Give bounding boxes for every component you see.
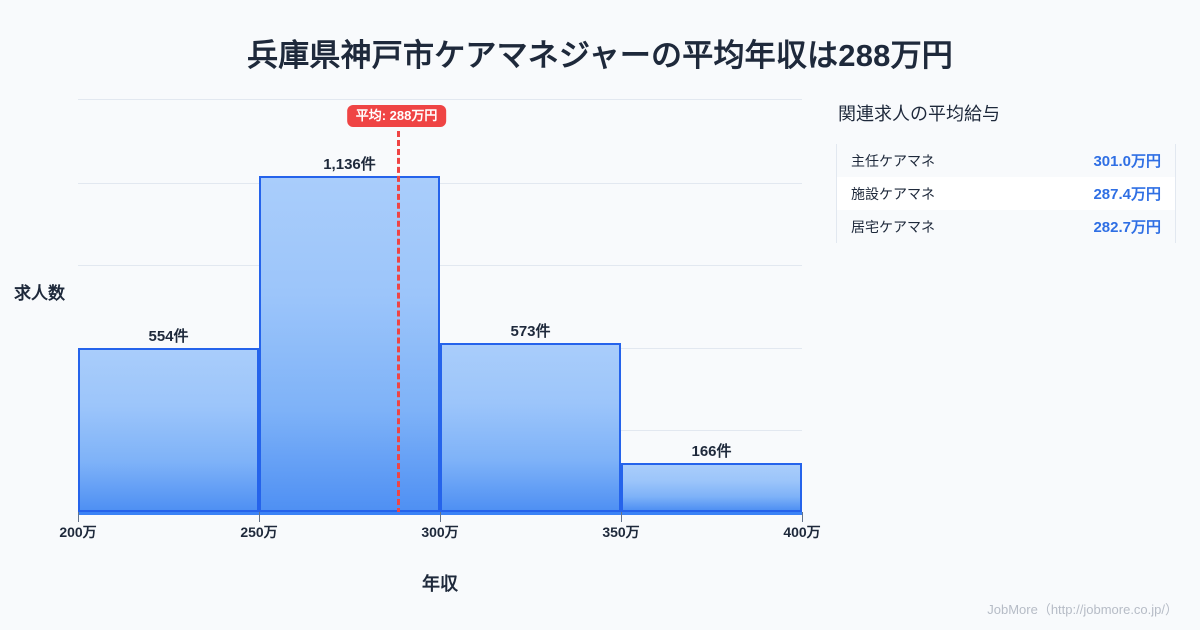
histogram-bar [78,348,259,512]
gridline [78,265,802,266]
bar-value-label: 1,136件 [323,156,376,174]
x-axis-tick [621,512,622,522]
page-title: 兵庫県神戸市ケアマネジャーの平均年収は288万円 [247,38,953,73]
average-badge: 平均: 288万円 [346,105,447,127]
table-row: 施設ケアマネ 287.4万円 [837,177,1175,210]
x-axis-tick-label: 250万 [240,524,278,540]
table-row-label: 居宅ケアマネ [851,218,935,235]
related-salary-title: 関連求人の平均給与 [838,104,1000,124]
x-axis-tick-label: 200万 [59,524,97,540]
gridline [78,183,802,184]
x-axis-tick-label: 400万 [783,524,821,540]
table-row-label: 主任ケアマネ [851,152,935,169]
x-axis-tick [802,512,803,522]
table-row-value: 282.7万円 [1093,219,1161,236]
x-axis-tick-label: 300万 [421,524,459,540]
x-axis-title: 年収 [422,574,458,594]
table-row: 居宅ケアマネ 282.7万円 [837,210,1175,243]
y-axis-title: 求人数 [14,284,65,303]
table-row-label: 施設ケアマネ [851,185,935,202]
bar-value-label: 573件 [510,322,551,340]
related-salary-table: 主任ケアマネ 301.0万円施設ケアマネ 287.4万円居宅ケアマネ 282.7万円 [836,144,1176,243]
x-axis-tick [440,512,441,522]
histogram-bar [621,462,802,512]
average-line [396,131,400,514]
bar-value-label: 554件 [148,328,189,346]
table-row-value: 301.0万円 [1093,153,1161,170]
table-row-value: 287.4万円 [1093,186,1161,203]
histogram-bar [259,176,440,512]
gridline [78,99,802,100]
x-axis-tick [259,512,260,522]
related-salary-panel: 関連求人の平均給与 主任ケアマネ 301.0万円施設ケアマネ 287.4万円居宅ケア… [836,100,1176,243]
histogram-bar [440,342,621,512]
x-axis-tick [78,512,79,522]
bar-value-label: 166件 [691,442,732,460]
table-row: 主任ケアマネ 301.0万円 [837,144,1175,177]
x-axis-tick-label: 350万 [602,524,640,540]
footer-credit: JobMore（http://jobmore.co.jp/） [987,602,1178,617]
